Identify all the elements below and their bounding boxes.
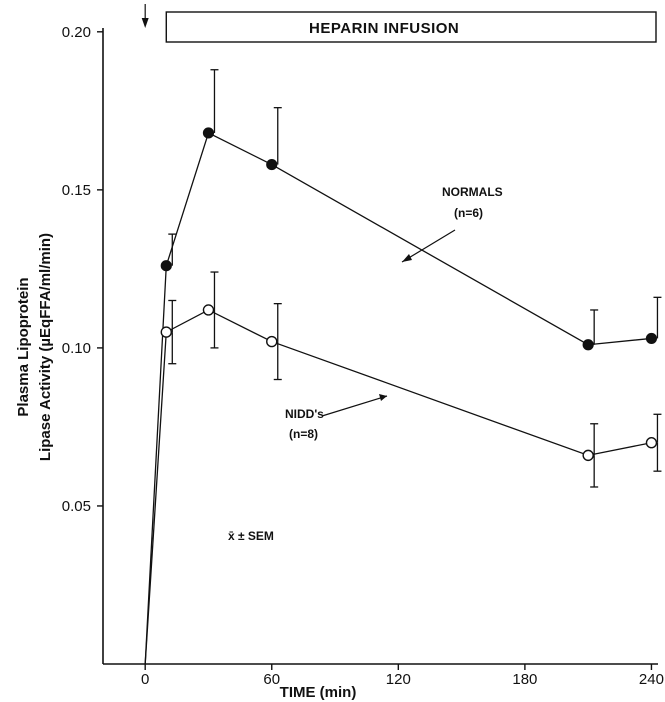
normals-n-label: (n=6)	[454, 206, 483, 220]
banner-box	[165, 11, 657, 43]
x-tick-label: 240	[639, 671, 664, 688]
nidds-n-label: (n=8)	[289, 427, 318, 441]
data-point	[160, 326, 172, 338]
x-axis-title: TIME (min)	[280, 684, 357, 701]
x-tick-label: 180	[512, 671, 537, 688]
y-tick-label: 0.10	[62, 340, 91, 357]
series-layer	[144, 69, 662, 665]
y-axis-title-line2: Lipase Activity (µEqFFA/ml/min)	[37, 233, 54, 461]
normals-arrowhead-icon	[402, 254, 412, 262]
data-point	[202, 304, 215, 316]
nidds-label: NIDD's	[285, 407, 324, 421]
pointer-arrows	[321, 229, 456, 417]
data-point	[266, 158, 278, 171]
series-nidds	[144, 271, 662, 665]
data-point	[582, 449, 594, 462]
series-line	[144, 309, 652, 665]
normals-pointer-arrow-icon	[401, 229, 456, 263]
data-point	[266, 335, 278, 348]
y-tick-label: 0.15	[62, 182, 91, 199]
x-tick-label: 120	[386, 671, 411, 688]
data-point	[160, 260, 172, 272]
nidds-arrowhead-icon	[379, 394, 387, 401]
series-labels: NORMALS (n=6) NIDD's (n=8) x̄ ± SEM	[228, 185, 503, 543]
data-point	[645, 332, 658, 345]
x-tick-label: 60	[263, 671, 280, 688]
heparin-infusion-banner: HEPARIN INFUSION	[165, 11, 657, 43]
y-tick-label: 0.05	[62, 498, 91, 515]
data-point	[645, 437, 658, 449]
x-tick-label: 0	[141, 671, 149, 688]
x-ticks: 0 60 120 180 240	[141, 664, 664, 688]
normals-label: NORMALS	[442, 185, 503, 199]
start-arrow-head	[141, 18, 149, 28]
series-normals	[144, 69, 662, 665]
y-tick-label: 0.20	[62, 24, 91, 41]
data-point	[202, 127, 215, 139]
series-line	[144, 132, 652, 665]
y-axis-title-line1: Plasma Lipoprotein	[15, 277, 32, 416]
y-ticks: 0.05 0.10 0.15 0.20	[62, 24, 103, 515]
data-point	[582, 339, 594, 351]
nidds-pointer-arrow-icon	[321, 395, 388, 417]
banner-label: HEPARIN INFUSION	[309, 20, 459, 37]
stat-note: x̄ ± SEM	[228, 529, 274, 543]
infusion-start-arrow-icon	[141, 4, 149, 28]
axes	[102, 28, 658, 665]
